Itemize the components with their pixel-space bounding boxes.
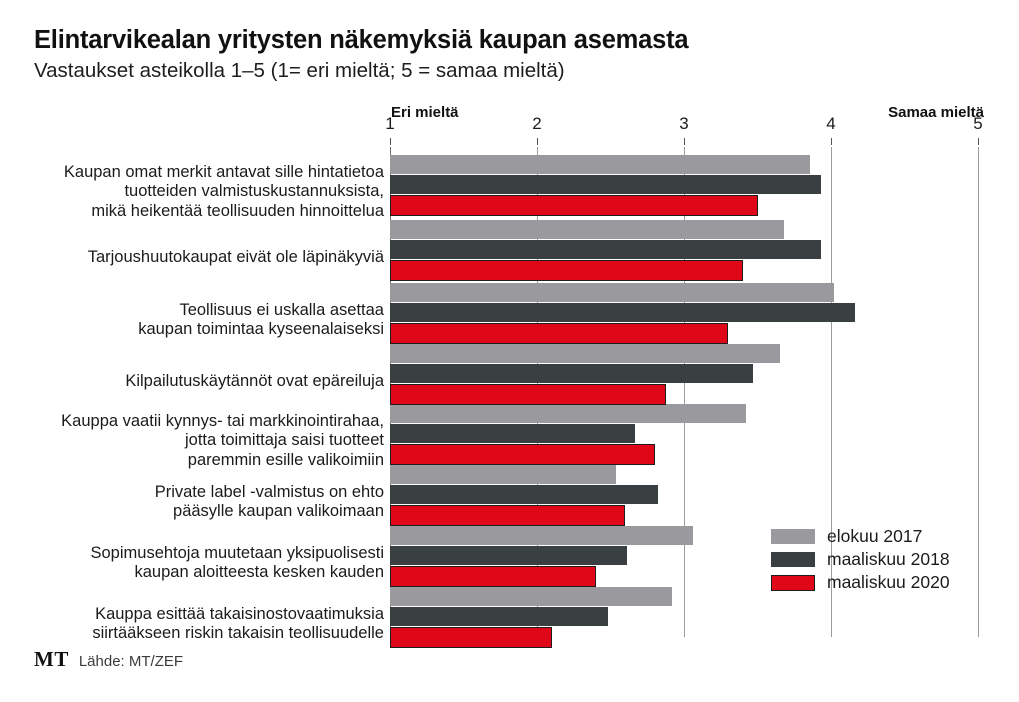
category-label-2: Teollisuus ei uskalla asettaa kaupan toim…: [20, 301, 390, 341]
bar-series1-category6: [390, 546, 627, 565]
legend-label: maaliskuu 2020: [827, 572, 950, 592]
category-label-7: Kauppa esittää takaisinostovaatimuksia si…: [20, 605, 390, 645]
bar-series1-category4: [390, 424, 636, 443]
category-label-column: Kaupan omat merkit antavat sille hintati…: [10, 147, 390, 643]
source-text: Lähde: MT/ZEF: [78, 653, 184, 670]
bar-series1-category3: [390, 364, 754, 383]
bar-series0-category4: [390, 404, 746, 423]
category-label-1: Tarjoushuutokaupat eivät ole läpinäkyviä: [20, 248, 390, 268]
legend-swatch-icon: [771, 552, 815, 567]
legend-swatch-icon: [771, 529, 815, 544]
legend-item-0[interactable]: elokuu 2017: [771, 525, 950, 548]
axis-caption-agree: Samaa mieltä: [888, 104, 984, 121]
category-label-4: Kauppa vaatii kynnys- tai markkinointira…: [20, 412, 390, 472]
bar-series2-category5: [390, 505, 626, 526]
chart-header: Elintarvikealan yritysten näkemyksiä kau…: [34, 26, 994, 82]
category-label-line: Kauppa esittää takaisinostovaatimuksia: [95, 604, 384, 623]
bar-series0-category2: [390, 283, 834, 302]
category-label-5: Private label -valmistus on ehto pääsylle…: [20, 483, 390, 523]
category-label-6: Sopimusehtoja muutetaan yksipuolisesti ka…: [20, 544, 390, 584]
mt-logo: MT: [34, 647, 69, 671]
bar-series1-category7: [390, 607, 608, 626]
axis-caption-disagree: Eri mieltä: [391, 104, 459, 121]
category-label-line: mikä heikentää teollisuuden hinnoittelua: [91, 202, 384, 221]
tick-label-1: 1: [385, 114, 395, 133]
bar-series0-category5: [390, 465, 617, 484]
category-label-line: Tarjoushuutokaupat eivät ole läpinäkyviä: [87, 247, 384, 266]
tick-mark-2: [537, 138, 538, 145]
chart-legend: elokuu 2017 maaliskuu 2018 maaliskuu 2020: [771, 525, 950, 594]
chart-footer: MT Lähde: MT/ZEF: [34, 647, 183, 672]
tick-label-4: 4: [826, 114, 836, 133]
bar-series0-category0: [390, 155, 811, 174]
category-label-line: jotta toimittaja saisi tuotteet: [184, 431, 384, 450]
chart-plot-area: 1 2 3 4 5: [385, 114, 983, 648]
gridline-3: [684, 147, 685, 637]
category-label-line: pääsylle kaupan valikoimaan: [173, 502, 384, 521]
bar-series2-category2: [390, 323, 729, 344]
bar-series2-category1: [390, 260, 743, 281]
bar-series1-category1: [390, 240, 821, 259]
tick-mark-3: [684, 138, 685, 145]
tick-mark-5: [978, 138, 979, 145]
category-label-line: Teollisuus ei uskalla asettaa: [179, 300, 384, 319]
legend-item-1[interactable]: maaliskuu 2018: [771, 548, 950, 571]
bar-series2-category4: [390, 444, 655, 465]
page-title: Elintarvikealan yritysten näkemyksiä kau…: [34, 26, 689, 54]
tick-mark-4: [831, 138, 832, 145]
bar-series0-category3: [390, 344, 780, 363]
tick-label-5: 5: [973, 114, 983, 133]
legend-swatch-icon: [771, 574, 815, 591]
legend-label: elokuu 2017: [827, 526, 923, 546]
bar-series1-category2: [390, 303, 855, 322]
category-label-line: kaupan toimintaa kyseenalaiseksi: [138, 320, 384, 339]
bar-series2-category7: [390, 627, 552, 648]
bar-series2-category0: [390, 195, 758, 216]
tick-mark-1: [390, 138, 391, 145]
category-label-line: kaupan aloitteesta kesken kauden: [134, 563, 384, 582]
bar-series0-category6: [390, 526, 693, 545]
gridline-5: [978, 147, 979, 637]
bar-series1-category0: [390, 175, 821, 194]
category-label-line: Kaupan omat merkit antavat sille hintati…: [63, 162, 384, 181]
bar-series0-category1: [390, 220, 784, 239]
bar-series0-category7: [390, 587, 673, 606]
category-label-line: tuotteiden valmistuskustannuksista,: [124, 182, 384, 201]
bar-series1-category5: [390, 485, 658, 504]
legend-item-2[interactable]: maaliskuu 2020: [771, 571, 950, 594]
tick-label-2: 2: [532, 114, 542, 133]
tick-label-3: 3: [679, 114, 689, 133]
legend-label: maaliskuu 2018: [827, 549, 950, 569]
category-label-line: paremmin esille valikoimiin: [187, 451, 384, 470]
bar-series2-category3: [390, 384, 667, 405]
category-label-line: siirtääkseen riskin takaisin teollisuude…: [92, 624, 384, 643]
page-subtitle: Vastaukset asteikolla 1–5 (1= eri mieltä…: [34, 58, 565, 82]
category-label-line: Private label -valmistus on ehto: [154, 482, 384, 501]
category-label-3: Kilpailutuskäytännöt ovat epäreiluja: [20, 372, 390, 392]
bar-series2-category6: [390, 566, 596, 587]
gridline-4: [831, 147, 832, 637]
category-label-line: Kauppa vaatii kynnys- tai markkinointira…: [61, 411, 384, 430]
category-label-line: Sopimusehtoja muutetaan yksipuolisesti: [90, 543, 385, 562]
category-label-line: Kilpailutuskäytännöt ovat epäreiluja: [125, 371, 384, 390]
category-label-0: Kaupan omat merkit antavat sille hintati…: [20, 163, 390, 223]
